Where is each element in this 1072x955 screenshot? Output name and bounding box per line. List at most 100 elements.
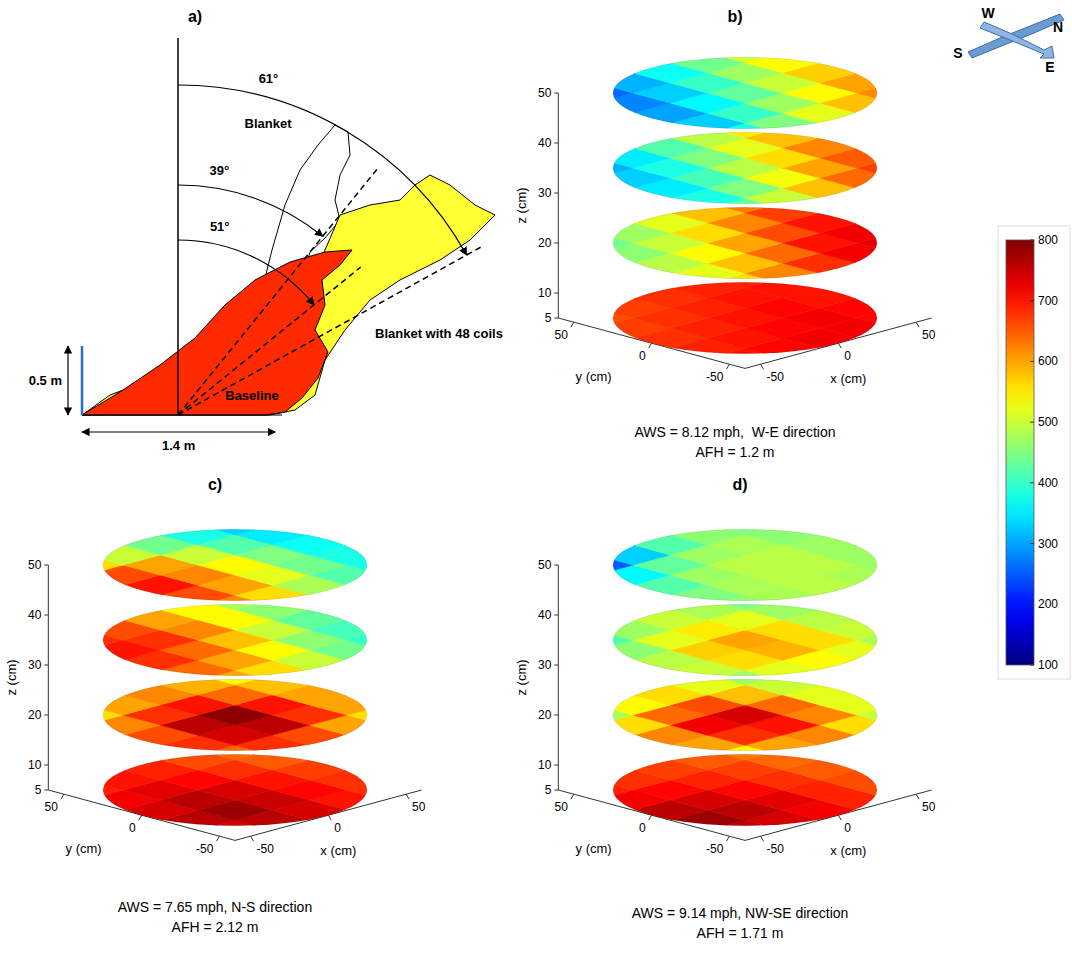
slice (48, 590, 421, 691)
disk-outline (613, 679, 877, 750)
colorbar-tick-label: 600 (1038, 354, 1058, 368)
colorbar-tick (1030, 604, 1034, 605)
y-tick-label: 50 (555, 328, 569, 342)
post (81, 346, 84, 415)
x-tick-label: -50 (257, 842, 275, 856)
caption: AWS = 9.14 mph, NW-SE direction (632, 905, 849, 921)
z-tick-label: 20 (28, 708, 42, 722)
contour-cell (160, 750, 235, 770)
colorbar-tick (1030, 300, 1034, 301)
contour-cell (160, 600, 235, 620)
y-tick (61, 794, 64, 799)
caption: AWS = 7.65 mph, N-S direction (118, 899, 312, 915)
colorbar-tick (1030, 543, 1034, 544)
slice (558, 268, 931, 369)
x-axis-title: x (cm) (830, 371, 866, 386)
colorbar: 100200300400500600700800 (998, 226, 1070, 679)
x-axis-title: x (cm) (320, 843, 356, 858)
angle-arc (178, 85, 467, 255)
z-axis-title: z (cm) (514, 187, 529, 223)
y-tick (649, 343, 652, 348)
contour-cell (745, 203, 820, 223)
x-tick (761, 836, 764, 841)
height-dimension (67, 346, 68, 415)
angle-arc (178, 185, 323, 236)
x-tick (328, 815, 331, 820)
contour-cell (235, 525, 310, 545)
compass: WNSE (953, 5, 1064, 75)
z-tick-label: 10 (538, 286, 552, 300)
angle-line (178, 166, 379, 415)
y-tick-label: 50 (45, 800, 59, 814)
panel-letter: b) (727, 8, 742, 25)
z-tick (554, 715, 558, 716)
compass-label: E (1045, 59, 1054, 75)
z-tick (44, 765, 48, 766)
y-tick (649, 815, 652, 820)
disk-outline (103, 754, 367, 825)
contour-cell (745, 525, 820, 545)
x-tick-label: -50 (767, 842, 785, 856)
slice (558, 590, 931, 691)
z-tick-label: 30 (538, 658, 552, 672)
angle-label: 39° (209, 163, 229, 178)
width-dimension (82, 431, 275, 432)
disk-outline (613, 529, 877, 600)
colorbar-tick-label: 800 (1038, 233, 1058, 247)
flame-label: Baseline (225, 388, 278, 403)
z-tick (44, 665, 48, 666)
z-tick (554, 565, 558, 566)
z-tick (44, 715, 48, 716)
x-tick (761, 364, 764, 369)
slice (558, 118, 931, 219)
colorbar-tick-label: 500 (1038, 415, 1058, 429)
y-tick-label: -50 (706, 842, 724, 856)
contour-cell (745, 278, 820, 298)
panel-3d: b)-50050-5005051020304050x (cm)y (cm)z (… (514, 8, 935, 460)
z-tick-label: 50 (28, 558, 42, 572)
slice (48, 740, 421, 841)
contour-cell (745, 128, 820, 148)
disk-outline (613, 282, 877, 353)
colorbar-frame (998, 226, 1070, 679)
z-tick (554, 790, 558, 791)
x-tick-label: 0 (844, 349, 851, 363)
angle-label: 61° (259, 71, 279, 86)
y-tick (216, 836, 219, 841)
z-tick (554, 765, 558, 766)
colorbar-tick-label: 300 (1038, 537, 1058, 551)
contour-cell (670, 278, 745, 298)
z-tick-label: 40 (28, 608, 42, 622)
y-tick-label: 50 (555, 800, 569, 814)
z-tick-label: 20 (538, 236, 552, 250)
slice (558, 43, 931, 144)
width-label: 1.4 m (162, 438, 195, 453)
z-tick (554, 143, 558, 144)
x-tick-label: 50 (922, 328, 936, 342)
z-tick-label: 50 (538, 86, 552, 100)
y-tick-label: -50 (706, 370, 724, 384)
contour-cell (745, 53, 820, 73)
y-tick (571, 794, 574, 799)
colorbar-tick-label: 400 (1038, 476, 1058, 490)
x-tick-label: 50 (412, 800, 426, 814)
z-axis-title: z (cm) (514, 659, 529, 695)
contour-cell (235, 675, 310, 695)
y-tick-label: 0 (639, 349, 646, 363)
panel-letter: c) (208, 476, 222, 493)
height-label: 0.5 m (29, 373, 62, 388)
x-tick (838, 343, 841, 348)
z-tick (44, 790, 48, 791)
z-axis (558, 565, 559, 790)
x-tick (916, 322, 919, 327)
contour-cell (198, 515, 273, 535)
colorbar-tick (1030, 361, 1034, 362)
z-tick-label: 10 (28, 758, 42, 772)
contour-cell (670, 53, 745, 73)
y-tick (571, 322, 574, 327)
slice (558, 193, 931, 294)
y-axis-title: y (cm) (66, 841, 102, 856)
y-tick-label: 0 (639, 821, 646, 835)
z-tick (554, 665, 558, 666)
z-tick-label: 40 (538, 136, 552, 150)
